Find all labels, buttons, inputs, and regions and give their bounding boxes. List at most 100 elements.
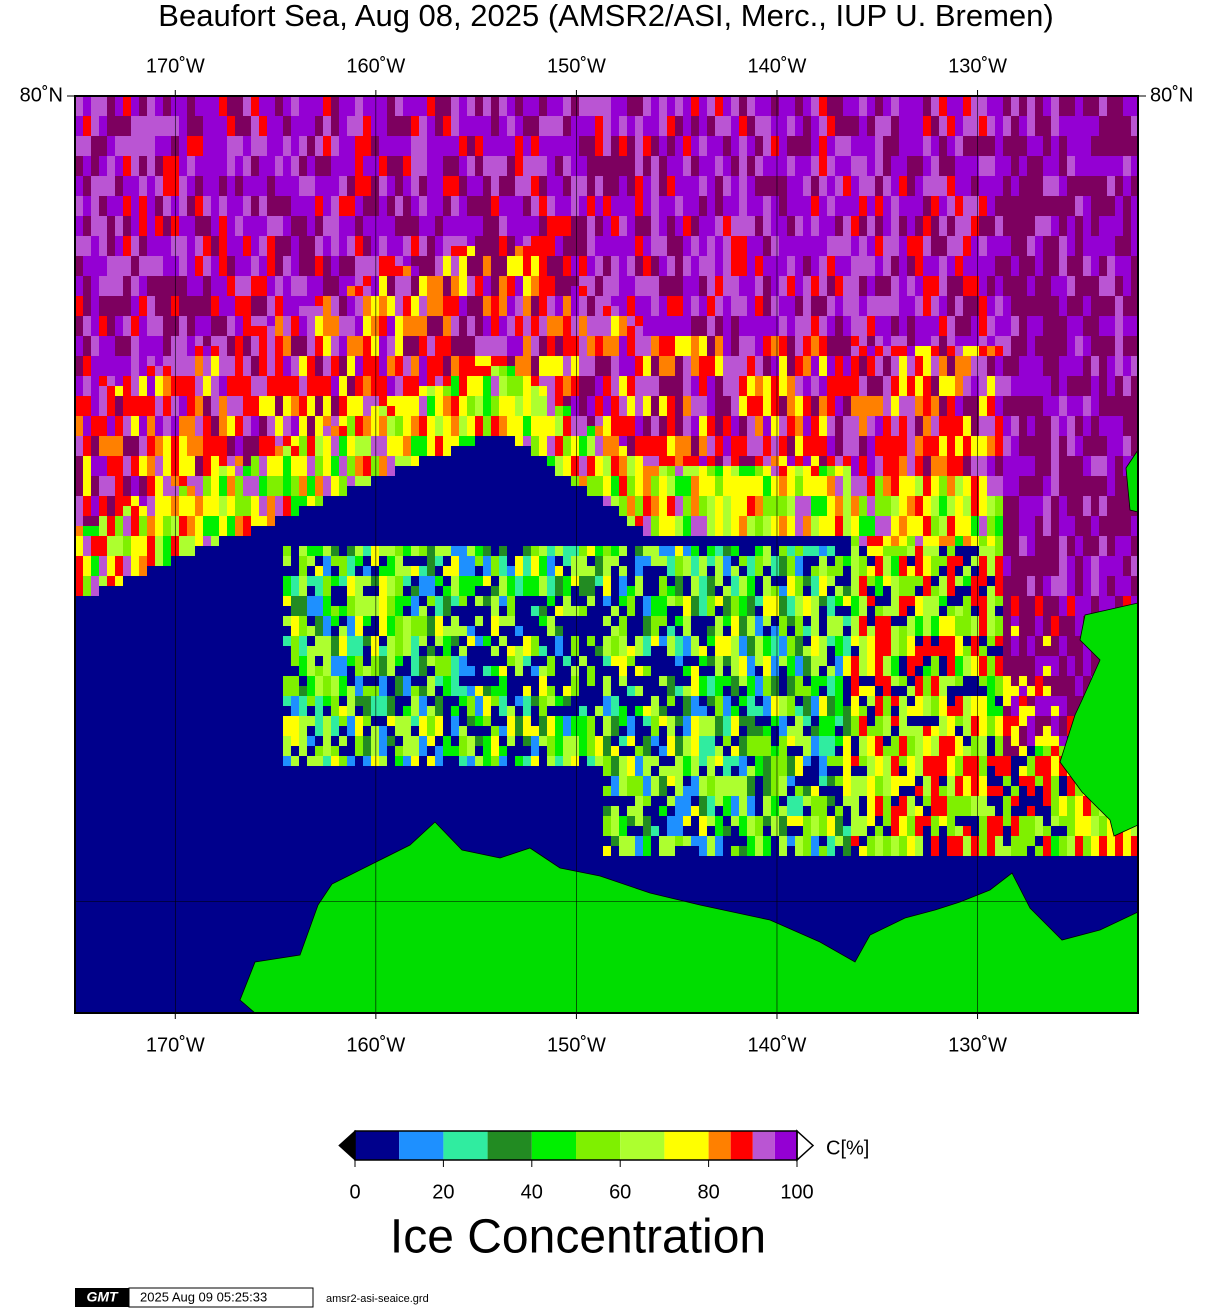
ice-cell: [771, 336, 779, 346]
ice-cell: [163, 126, 171, 136]
ice-cell: [579, 436, 587, 446]
ice-cell: [699, 456, 707, 466]
ice-cell: [723, 486, 731, 496]
ice-cell: [123, 536, 131, 546]
ice-cell: [771, 216, 779, 226]
ice-cell: [187, 216, 195, 226]
ice-cell: [723, 506, 731, 516]
ice-cell: [275, 136, 283, 146]
ice-cell: [355, 476, 363, 486]
ice-cell: [515, 426, 523, 436]
ice-cell: [491, 726, 499, 736]
ice-cell: [395, 276, 403, 286]
ice-cell: [787, 246, 795, 256]
ice-cell: [251, 126, 259, 136]
ice-cell: [75, 486, 83, 496]
ice-cell: [363, 296, 371, 306]
ice-cell: [787, 466, 795, 476]
ice-cell: [539, 346, 547, 356]
ice-cell: [259, 486, 267, 496]
ice-cell: [691, 786, 699, 796]
ice-cell: [91, 566, 99, 576]
ice-cell: [771, 796, 779, 806]
ice-cell: [243, 526, 251, 536]
ice-cell: [443, 546, 451, 556]
ice-cell: [739, 496, 747, 506]
ice-cell: [787, 416, 795, 426]
ice-cell: [347, 606, 355, 616]
ice-cell: [635, 566, 643, 576]
ice-cell: [563, 296, 571, 306]
ice-cell: [403, 716, 411, 726]
ice-cell: [611, 456, 619, 466]
ice-cell: [483, 336, 491, 346]
ice-cell: [771, 206, 779, 216]
ice-cell: [507, 226, 515, 236]
ice-cell: [283, 716, 291, 726]
ice-cell: [547, 196, 555, 206]
ice-cell: [611, 276, 619, 286]
ice-cell: [587, 486, 595, 496]
ice-cell: [451, 576, 459, 586]
ice-cell: [739, 736, 747, 746]
ice-cell: [403, 346, 411, 356]
ice-cell: [611, 656, 619, 666]
ice-cell: [131, 266, 139, 276]
ice-cell: [619, 656, 627, 666]
ice-cell: [739, 506, 747, 516]
ice-cell: [163, 546, 171, 556]
ice-cell: [395, 146, 403, 156]
ice-cell: [219, 166, 227, 176]
ice-cell: [683, 166, 691, 176]
ice-cell: [195, 336, 203, 346]
ice-cell: [635, 366, 643, 376]
ice-cell: [739, 186, 747, 196]
ice-cell: [323, 356, 331, 366]
ice-cell: [427, 406, 435, 416]
ice-cell: [539, 176, 547, 186]
ice-cell: [515, 326, 523, 336]
ice-cell: [275, 346, 283, 356]
ice-cell: [579, 326, 587, 336]
ice-cell: [283, 326, 291, 336]
ice-cell: [139, 516, 147, 526]
ice-cell: [491, 666, 499, 676]
ice-cell: [499, 666, 507, 676]
ice-cell: [99, 556, 107, 566]
ice-cell: [291, 586, 299, 596]
ice-cell: [315, 236, 323, 246]
ice-cell: [659, 636, 667, 646]
ice-cell: [755, 546, 763, 556]
ice-cell: [203, 156, 211, 166]
ice-cell: [443, 156, 451, 166]
ice-cell: [91, 456, 99, 466]
ice-cell: [283, 206, 291, 216]
ice-cell: [779, 316, 787, 326]
ice-cell: [475, 266, 483, 276]
ice-cell: [435, 366, 443, 376]
ice-cell: [523, 436, 531, 446]
ice-cell: [723, 336, 731, 346]
ice-cell: [691, 736, 699, 746]
ice-cell: [715, 246, 723, 256]
ice-cell: [603, 656, 611, 666]
ice-cell: [259, 396, 267, 406]
ice-cell: [675, 736, 683, 746]
ice-cell: [307, 646, 315, 656]
ice-cell: [563, 136, 571, 146]
ice-cell: [91, 136, 99, 146]
ice-cell: [163, 346, 171, 356]
ice-cell: [747, 826, 755, 836]
ice-cell: [499, 676, 507, 686]
ice-cell: [667, 816, 675, 826]
ice-cell: [507, 366, 515, 376]
ice-cell: [291, 486, 299, 496]
ice-cell: [179, 166, 187, 176]
ice-cell: [715, 616, 723, 626]
ice-cell: [619, 706, 627, 716]
ice-cell: [419, 746, 427, 756]
ice-cell: [307, 466, 315, 476]
ice-cell: [75, 586, 83, 596]
ice-cell: [579, 96, 587, 106]
ice-cell: [747, 456, 755, 466]
